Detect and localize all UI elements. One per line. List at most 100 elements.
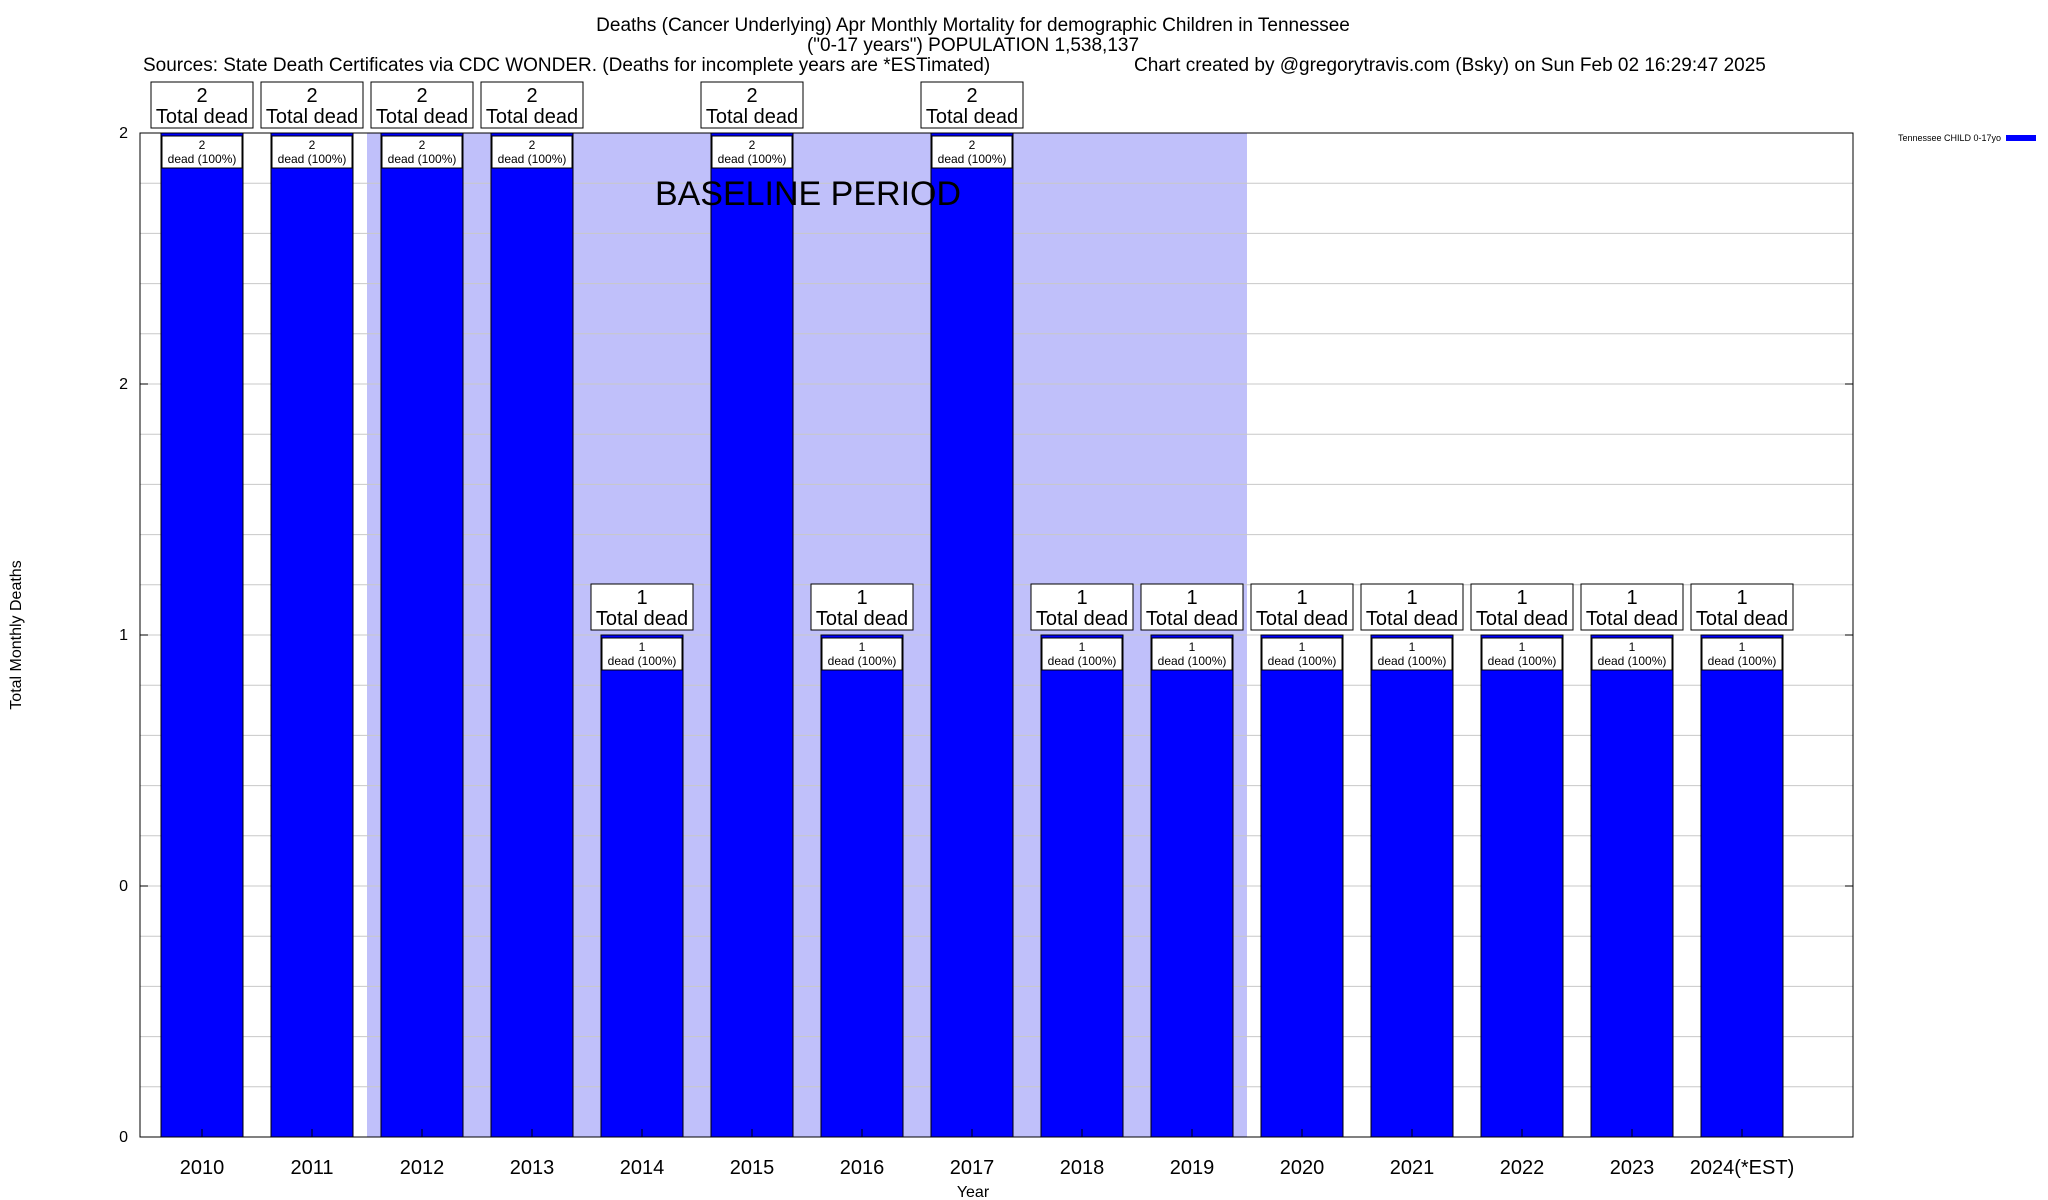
bar-label-box [1591,637,1673,671]
total-label-text: Total dead [1696,608,1788,630]
bar-2020 [1260,634,1344,1138]
bar-label-text: dead (100%) [168,152,237,166]
bar-label-value: 2 [529,138,536,152]
bar-label-box [381,135,463,169]
bar-label-box [1371,637,1453,671]
total-label-text: Total dead [266,106,358,128]
chart-sources: Sources: State Death Certificates via CD… [143,55,990,76]
bar-label-box [931,135,1013,169]
bar-label-text: dead (100%) [1598,654,1667,668]
y-tick-label: 0 [119,878,128,895]
bar-label-value: 1 [1409,640,1416,654]
bar-label-text: dead (100%) [718,152,787,166]
bar-label-box [1701,637,1783,671]
bar-2011 [270,132,354,1138]
bar-label-value: 2 [199,138,206,152]
bar-label-box [271,135,353,169]
total-label-value: 1 [1516,587,1527,609]
bar-2018 [1040,634,1124,1138]
bar-label-value: 2 [419,138,426,152]
bar-label-box [711,135,793,169]
x-tick-label: 2023 [1610,1157,1655,1179]
total-label-box [1030,583,1134,631]
bar-label-value: 1 [859,640,866,654]
bar-label-value: 2 [969,138,976,152]
bar-label-value: 1 [1079,640,1086,654]
bar-2017 [930,132,1014,1138]
bar-label-box [821,637,903,671]
total-label-value: 2 [746,85,757,107]
total-label-text: Total dead [1256,608,1348,630]
bar-label-value: 1 [1189,640,1196,654]
total-label-box [700,81,804,129]
bar-2015 [710,132,794,1138]
total-label-box [260,81,364,129]
x-tick-label: 2015 [730,1157,775,1179]
bar-label-text: dead (100%) [1378,654,1447,668]
total-label-value: 2 [196,85,207,107]
total-label-value: 1 [1736,587,1747,609]
total-label-text: Total dead [1586,608,1678,630]
bar-label-box [601,637,683,671]
total-label-value: 1 [1296,587,1307,609]
bar-2014 [600,634,684,1138]
bar-label-box [1151,637,1233,671]
bar-label-value: 2 [309,138,316,152]
bar-label-box [1261,637,1343,671]
bar-label-value: 1 [1629,640,1636,654]
total-label-value: 2 [306,85,317,107]
bar-label-value: 2 [749,138,756,152]
bar-2021 [1370,634,1454,1138]
x-tick-label: 2012 [400,1157,445,1179]
total-label-box [1140,583,1244,631]
total-label-box [150,81,254,129]
total-label-value: 1 [1076,587,1087,609]
x-tick-label: 2014 [620,1157,665,1179]
total-label-box [920,81,1024,129]
bar-2013 [490,132,574,1138]
total-label-text: Total dead [1146,608,1238,630]
bar-label-value: 1 [1739,640,1746,654]
bar-2016 [820,634,904,1138]
bar-label-box [491,135,573,169]
total-label-text: Total dead [1036,608,1128,630]
bar-label-text: dead (100%) [1708,654,1777,668]
bar-label-text: dead (100%) [608,654,677,668]
total-label-box [1580,583,1684,631]
bar-label-text: dead (100%) [1268,654,1337,668]
total-label-text: Total dead [596,608,688,630]
total-label-box [1250,583,1354,631]
baseline-period-label: BASELINE PERIOD [655,175,961,213]
total-label-value: 1 [636,587,647,609]
bar-2012 [380,132,464,1138]
x-tick-label: 2018 [1060,1157,1105,1179]
legend: Tennessee CHILD 0-17yo [1898,133,2036,143]
bar-label-box [1041,637,1123,671]
total-label-text: Total dead [706,106,798,128]
bar-label-box [161,135,243,169]
total-label-text: Total dead [1476,608,1568,630]
x-tick-label: 2017 [950,1157,995,1179]
bar-label-value: 1 [639,640,646,654]
total-label-box [1470,583,1574,631]
x-tick-label: 2011 [290,1157,333,1179]
bar-label-box [1481,637,1563,671]
y-tick-label: 1 [119,627,128,644]
x-tick-label: 2022 [1500,1157,1545,1179]
chart-title-line2: ("0-17 years") POPULATION 1,538,137 [807,35,1139,56]
chart-title-line1: Deaths (Cancer Underlying) Apr Monthly M… [596,15,1350,36]
total-label-box [480,81,584,129]
total-label-box [1360,583,1464,631]
total-label-text: Total dead [156,106,248,128]
bar-label-text: dead (100%) [388,152,457,166]
bar-2022 [1480,634,1564,1138]
total-label-text: Total dead [926,106,1018,128]
bar-2023 [1590,634,1674,1138]
x-tick-label: 2021 [1390,1157,1435,1179]
bar-2024(*EST) [1700,634,1784,1138]
total-label-text: Total dead [1366,608,1458,630]
bar-label-text: dead (100%) [1048,654,1117,668]
x-tick-label: 2016 [840,1157,885,1179]
y-tick-label: 2 [119,125,128,142]
total-label-value: 1 [1406,587,1417,609]
